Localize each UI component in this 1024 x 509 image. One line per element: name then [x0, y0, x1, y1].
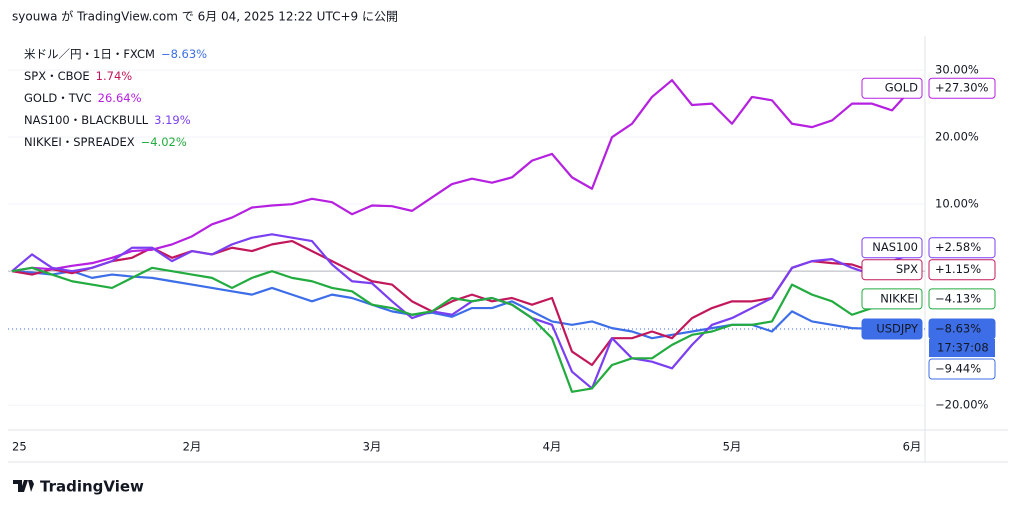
- annotation-box: [928, 358, 996, 380]
- series-line: [11, 79, 913, 273]
- legend-name: 米ドル／円・1日・FXCM: [24, 47, 155, 61]
- series-tag: USDJPY: [876, 322, 919, 336]
- x-tick-label: 4月: [543, 440, 562, 454]
- last-value-label: +27.30%: [935, 81, 989, 95]
- x-tick-label: 25: [12, 440, 27, 454]
- series-tag-box: [861, 77, 923, 99]
- x-tick-label: 6月: [903, 440, 922, 454]
- last-value-box: [928, 237, 996, 259]
- last-value-label: −8.63%: [935, 322, 981, 336]
- legend-entry: NIKKEI・SPREADEX −4.02%: [24, 135, 187, 149]
- legend-name: GOLD・TVC: [24, 91, 92, 105]
- last-value-label: −4.13%: [935, 291, 981, 305]
- legend-entry: NAS100・BLACKBULL 3.19%: [24, 113, 191, 127]
- last-value-label: +2.58%: [935, 240, 981, 254]
- legend-name: SPX・CBOE: [24, 69, 90, 83]
- legend-name: NAS100・BLACKBULL: [24, 113, 149, 127]
- series-line: [11, 233, 913, 390]
- legend-change: −8.63%: [161, 47, 207, 61]
- countdown: 17:37:08: [937, 341, 989, 355]
- publish-header: syouwa が TradingView.com で 6月 04, 2025 1…: [12, 9, 398, 24]
- tradingview-logo: TradingView: [13, 478, 144, 496]
- series-tag-box: [861, 259, 923, 281]
- series-line: [11, 239, 913, 367]
- y-tick-label: −20.00%: [935, 398, 989, 412]
- last-value-label: +1.15%: [935, 262, 981, 276]
- series-line: [11, 266, 913, 393]
- legend-change: −4.02%: [141, 135, 187, 149]
- series-tag-box: [861, 288, 923, 310]
- series-tag-box: [861, 237, 923, 259]
- legend-entry: 米ドル／円・1日・FXCM −8.63%: [24, 47, 207, 61]
- legend-change: 1.74%: [96, 69, 133, 83]
- legend-change: 26.64%: [98, 91, 142, 105]
- series-tag: NIKKEI: [880, 291, 918, 305]
- legend-name: NIKKEI・SPREADEX: [24, 135, 135, 149]
- x-tick-label: 3月: [363, 440, 382, 454]
- legend-entry: SPX・CBOE 1.74%: [24, 69, 132, 83]
- series-tag: SPX: [896, 262, 918, 276]
- x-tick-label: 2月: [183, 440, 202, 454]
- series-tag: GOLD: [885, 81, 918, 95]
- x-tick-label: 5月: [723, 440, 742, 454]
- countdown-box: [929, 339, 995, 358]
- last-value-box: [928, 288, 996, 310]
- series-tag: NAS100: [872, 240, 918, 254]
- legend-change: 3.19%: [154, 113, 191, 127]
- annotation: −9.44%: [935, 362, 981, 376]
- y-tick-label: 20.00%: [935, 130, 979, 144]
- y-tick-label: 10.00%: [935, 197, 979, 211]
- last-value-box: [928, 259, 996, 281]
- last-value-box: [928, 77, 996, 99]
- y-tick-label: 30.00%: [935, 63, 979, 77]
- series-tag-box: [861, 318, 923, 340]
- logo-mark: [13, 480, 34, 492]
- legend-entry: GOLD・TVC 26.64%: [24, 91, 142, 105]
- series-line: [11, 270, 913, 340]
- logo-text: TradingView: [40, 478, 144, 496]
